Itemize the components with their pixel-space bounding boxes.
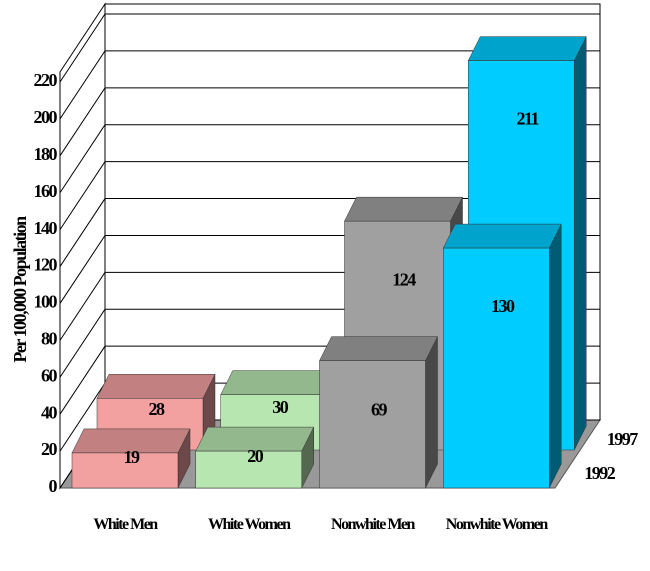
series-label: 1992 — [584, 463, 616, 483]
bar-side — [549, 223, 562, 489]
grid-line — [59, 124, 600, 194]
x-tick-label: White Men — [93, 516, 158, 533]
value-label: 124 — [392, 269, 416, 289]
y-axis-label: Per 100,000 Population — [10, 216, 30, 363]
x-tick-label: Nonwhite Women — [445, 516, 548, 533]
bar-top — [467, 36, 587, 61]
value-label: 130 — [491, 296, 515, 316]
value-label: 30 — [272, 397, 289, 417]
y-tick-label: 100 — [34, 292, 58, 312]
value-label: 20 — [247, 446, 264, 466]
bar — [443, 247, 550, 489]
y-tick-label: 220 — [34, 70, 58, 90]
grid-line — [59, 87, 600, 157]
grid-line — [59, 50, 600, 120]
value-label: 28 — [149, 399, 166, 419]
bar-top — [96, 374, 216, 399]
bar-top — [442, 223, 562, 249]
y-tick-label: 140 — [34, 218, 58, 238]
bar — [71, 452, 179, 489]
y-tick-label: 40 — [41, 402, 58, 422]
y-tick-label: 60 — [41, 365, 58, 385]
bar — [319, 360, 426, 489]
y-tick-label: 20 — [41, 439, 58, 459]
value-label: 19 — [124, 447, 141, 467]
y-tick-label: 80 — [41, 328, 58, 348]
value-label: 211 — [516, 109, 539, 129]
series-label: 1997 — [607, 429, 639, 449]
bar-side — [574, 36, 587, 451]
y-tick-label: 180 — [34, 144, 58, 164]
bar-top — [319, 336, 438, 361]
y-tick-label: 160 — [34, 181, 58, 201]
y-tick-label: 0 — [49, 476, 58, 496]
y-tick-label: 120 — [34, 255, 58, 275]
value-label: 69 — [371, 400, 388, 420]
bar-top — [344, 196, 463, 222]
grid-line — [59, 161, 600, 230]
bar-side — [425, 336, 438, 489]
y-tick-label: 200 — [34, 107, 58, 127]
x-tick-label: White Women — [208, 516, 291, 533]
grid-line — [59, 13, 600, 83]
bar — [195, 450, 302, 489]
x-tick-label: Nonwhite Men — [331, 516, 415, 533]
